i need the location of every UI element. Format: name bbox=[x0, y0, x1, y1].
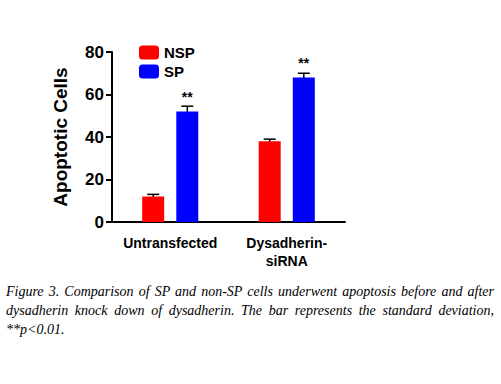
svg-text:0: 0 bbox=[95, 213, 104, 232]
svg-text:Untransfected: Untransfected bbox=[123, 235, 217, 251]
svg-text:60: 60 bbox=[85, 85, 104, 104]
svg-text:**: ** bbox=[182, 89, 193, 105]
svg-text:**: ** bbox=[298, 55, 309, 71]
svg-text:NSP: NSP bbox=[164, 44, 195, 61]
svg-text:80: 80 bbox=[85, 43, 104, 62]
svg-text:20: 20 bbox=[85, 170, 104, 189]
svg-text:40: 40 bbox=[85, 128, 104, 147]
svg-text:siRNA: siRNA bbox=[266, 253, 308, 269]
svg-text:Apoptotic Cells: Apoptotic Cells bbox=[50, 67, 71, 206]
svg-text:Dysadherin-: Dysadherin- bbox=[246, 235, 327, 251]
html-text:Figure 3. Comparison of SP and: Figure 3. Comparison of SP and non-SP ce… bbox=[6, 284, 494, 337]
svg-text:SP: SP bbox=[164, 63, 184, 80]
